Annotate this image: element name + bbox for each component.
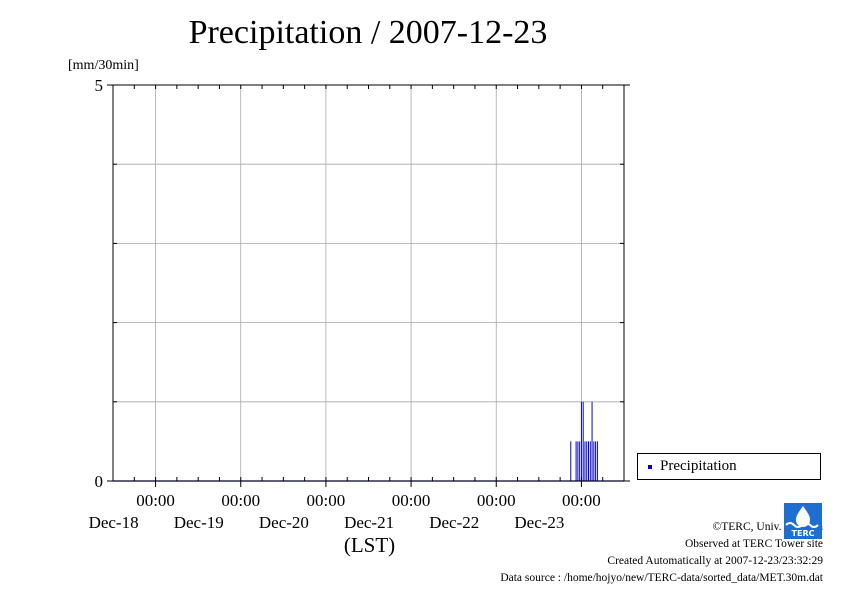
x-tick-label: 00:00 (562, 491, 601, 510)
axis-labels: 0 5 [mm/30min] 00:00 Dec-18 00:00 Dec-19 00:00 D… (68, 58, 601, 557)
y-tick-label: 0 (95, 472, 104, 491)
x-axis-label: (LST) (344, 533, 395, 557)
precip-bar (589, 441, 591, 481)
x-date-label: Dec-18 (89, 513, 139, 532)
x-tick-label: 00:00 (221, 491, 260, 510)
precip-bar (588, 441, 590, 481)
x-date-label: Dec-21 (344, 513, 394, 532)
y-axis-label: [mm/30min] (68, 58, 139, 73)
x-date-label: Dec-19 (174, 513, 224, 532)
x-tick-label: 00:00 (392, 491, 431, 510)
y-tick-label: 5 (95, 76, 104, 95)
precip-bar (596, 441, 598, 481)
grid-lines (113, 85, 624, 481)
legend-label: Precipitation (660, 458, 737, 474)
footer-created: Created Automatically at 2007-12-23/23:3… (607, 555, 823, 567)
axis-ticks (107, 84, 630, 487)
precip-bar (591, 401, 593, 481)
x-date-label: Dec-22 (429, 513, 479, 532)
precip-bar (584, 441, 586, 481)
legend: Precipitation (637, 453, 821, 480)
x-tick-label: 00:00 (136, 491, 175, 510)
x-date-label: Dec-23 (514, 513, 564, 532)
precip-bar (586, 441, 588, 481)
footer-observed: Observed at TERC Tower site (684, 538, 823, 550)
precip-bar (577, 441, 579, 481)
precip-bar (582, 401, 584, 481)
bar-series (113, 401, 624, 482)
logo-text: TERC (792, 529, 815, 538)
precip-bar (580, 401, 582, 481)
precip-bar (570, 441, 572, 481)
footer-source: Data source : /home/hojyo/new/TERC-data/… (500, 572, 823, 584)
terc-logo: TERC (784, 503, 822, 539)
chart-title: Precipitation / 2007-12-23 (188, 14, 548, 51)
precip-bar (575, 441, 577, 481)
plot-frame (112, 84, 625, 482)
legend-swatch (648, 465, 652, 469)
x-date-label: Dec-20 (259, 513, 309, 532)
x-tick-label: 00:00 (307, 491, 346, 510)
precip-bar (579, 441, 581, 481)
x-tick-label: 00:00 (477, 491, 516, 510)
precip-bar (593, 441, 595, 481)
precip-bar (595, 441, 597, 481)
